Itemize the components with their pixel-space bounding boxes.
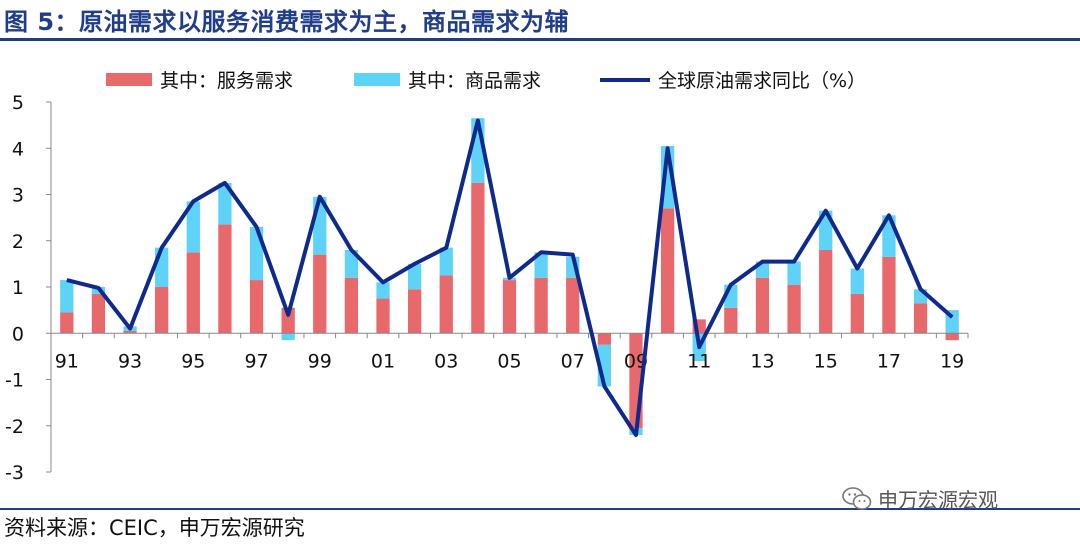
bar-services — [597, 333, 612, 345]
bar-services — [376, 298, 390, 334]
legend-item-goods: 其中：商品需求 — [354, 66, 541, 93]
x-tick-label: 11 — [687, 350, 711, 372]
legend-label-goods: 其中：商品需求 — [408, 70, 542, 92]
legend-swatch-goods — [354, 73, 400, 86]
legend-label-services: 其中：服务需求 — [160, 70, 294, 92]
bar-goods — [344, 250, 359, 278]
bar-services — [534, 277, 548, 334]
legend-item-total: 全球原油需求同比（%） — [600, 66, 866, 93]
bar-services — [91, 293, 106, 334]
y-tick-label: 2 — [12, 231, 24, 253]
bar-services — [787, 284, 801, 334]
title-divider — [0, 38, 1080, 41]
bar-services — [502, 280, 517, 334]
x-tick-label: 97 — [244, 350, 268, 372]
bar-services — [218, 224, 232, 334]
bar-goods — [186, 201, 200, 253]
y-tick-label: 4 — [12, 138, 24, 160]
figure-title: 图 5：原油需求以服务消费需求为主，商品需求为辅 — [4, 8, 570, 36]
bar-services — [882, 256, 896, 334]
bar-goods — [155, 247, 169, 287]
bar-services — [471, 182, 485, 334]
y-tick-label: 3 — [12, 185, 24, 207]
x-tick-label: 07 — [561, 350, 585, 372]
bar-services — [60, 312, 74, 334]
bar-services — [281, 307, 295, 334]
x-tick-label: 91 — [55, 350, 79, 372]
legend-line-total — [600, 77, 650, 82]
y-tick-label: 5 — [12, 92, 24, 114]
x-tick-label: 13 — [750, 350, 774, 372]
y-tick-label: -1 — [5, 370, 24, 392]
x-tick-label: 93 — [118, 350, 142, 372]
figure-header: 图 5：原油需求以服务消费需求为主，商品需求为辅 — [0, 0, 1080, 41]
bar-services — [819, 250, 833, 334]
legend-item-services: 其中：服务需求 — [106, 66, 293, 93]
legend-label-total: 全球原油需求同比（%） — [658, 70, 867, 92]
bar-services — [724, 307, 738, 334]
x-tick-label: 01 — [371, 350, 395, 372]
bar-services — [186, 252, 200, 334]
bar-goods — [534, 252, 548, 278]
y-tick-label: -3 — [5, 462, 24, 484]
bar-services — [344, 277, 359, 334]
x-tick-label: 17 — [877, 350, 901, 372]
bar-services — [123, 330, 137, 334]
bar-goods — [407, 263, 422, 290]
bar-services — [945, 333, 959, 341]
bar-goods — [787, 261, 801, 285]
bar-goods — [218, 182, 232, 225]
bar-services — [755, 277, 770, 334]
bar-services — [407, 289, 422, 334]
bar-services — [439, 275, 453, 334]
chart-legend: 其中：服务需求 其中：商品需求 全球原油需求同比（%） — [0, 66, 1080, 92]
x-tick-label: 19 — [940, 350, 964, 372]
watermark: 申万宏源宏观 — [842, 484, 998, 513]
wechat-icon — [842, 486, 872, 510]
bar-services — [913, 303, 928, 334]
bar-goods — [60, 280, 74, 313]
x-tick-label: 99 — [308, 350, 332, 372]
bar-goods — [439, 247, 453, 276]
bar-services — [566, 277, 580, 334]
y-tick-label: -2 — [5, 416, 24, 438]
line-total-demand — [66, 118, 954, 437]
y-tick-label: 0 — [12, 323, 24, 345]
bar-goods — [850, 268, 864, 294]
source-divider — [0, 508, 1080, 510]
x-tick-label: 95 — [181, 350, 205, 372]
bar-goods — [281, 333, 295, 341]
x-tick-label: 05 — [497, 350, 521, 372]
source-note: 资料来源：CEIC，申万宏源研究 — [4, 516, 305, 540]
bar-services — [660, 208, 675, 334]
x-tick-label: 15 — [814, 350, 838, 372]
bar-services — [155, 287, 169, 334]
legend-swatch-services — [106, 73, 152, 86]
x-tick-label: 03 — [434, 350, 458, 372]
y-tick-label: 1 — [12, 277, 24, 299]
bar-goods — [376, 282, 390, 299]
bar-services — [313, 254, 327, 334]
watermark-text: 申万宏源宏观 — [878, 488, 998, 512]
bar-services — [249, 280, 264, 334]
bar-services — [850, 293, 864, 334]
